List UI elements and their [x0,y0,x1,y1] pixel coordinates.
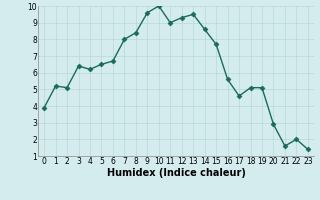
X-axis label: Humidex (Indice chaleur): Humidex (Indice chaleur) [107,168,245,178]
